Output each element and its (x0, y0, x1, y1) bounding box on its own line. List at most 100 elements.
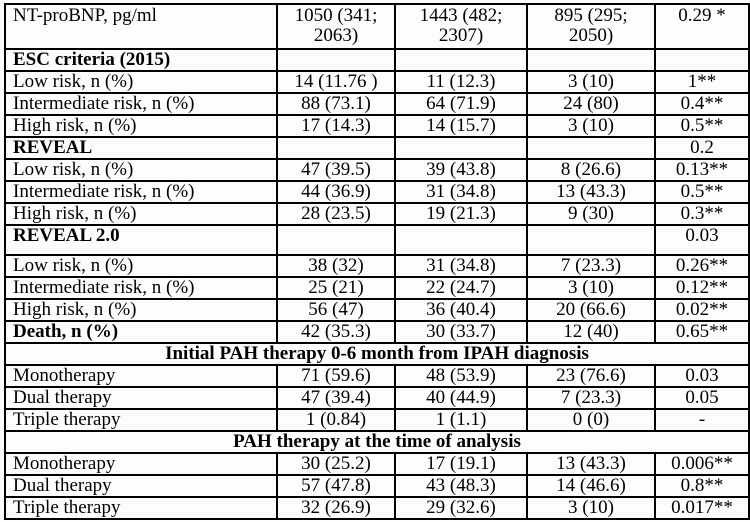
value-cell: 3 (10) (526, 496, 656, 520)
value-cell: 20 (66.6) (526, 298, 656, 322)
section-label-cell: REVEAL 2.0 (4, 224, 278, 256)
table-row-nt-probnp: NT-proBNP, pg/ml 1050 (341; 2063) 1443 (… (4, 3, 750, 50)
section-label-cell: ESC criteria (2015) (4, 48, 278, 72)
table-row: Low risk, n (%) 47 (39.5) 39 (43.8) 8 (2… (4, 158, 750, 182)
value-cell: 23 (76.6) (526, 364, 656, 388)
value-cell (394, 136, 528, 160)
p-value-cell: 0.12** (654, 276, 750, 300)
value-cell: 31 (34.8) (394, 180, 528, 204)
value-cell: 30 (25.2) (276, 452, 396, 476)
table-row: High risk, n (%) 17 (14.3) 14 (15.7) 3 (… (4, 114, 750, 138)
value-cell: 1 (0.84) (276, 408, 396, 432)
value-cell: 88 (73.1) (276, 92, 396, 116)
row-label-cell: Intermediate risk, n (%) (4, 276, 278, 300)
row-label-cell: Dual therapy (4, 386, 278, 410)
p-value-cell: 0.26** (654, 254, 750, 278)
value-cell: 57 (47.8) (276, 474, 396, 498)
value-cell: 36 (40.4) (394, 298, 528, 322)
section-row-reveal-2-0: REVEAL 2.0 0.03 (4, 224, 750, 256)
p-value-cell: 0.65** (654, 320, 750, 344)
value-cell (394, 224, 528, 256)
value-cell: 24 (80) (526, 92, 656, 116)
p-value-cell: - (654, 408, 750, 432)
value-cell: 7 (23.3) (526, 386, 656, 410)
section-span-cell: PAH therapy at the time of analysis (4, 430, 750, 454)
value-cell (526, 48, 656, 72)
value-cell: 25 (21) (276, 276, 396, 300)
value-cell: 32 (26.9) (276, 496, 396, 520)
section-row-esc-criteria: ESC criteria (2015) (4, 48, 750, 72)
row-label-cell: High risk, n (%) (4, 298, 278, 322)
value-cell: 48 (53.9) (394, 364, 528, 388)
table-row: Intermediate risk, n (%) 88 (73.1) 64 (7… (4, 92, 750, 116)
value-cell: 0 (0) (526, 408, 656, 432)
value-cell (526, 224, 656, 256)
row-label-cell: NT-proBNP, pg/ml (4, 3, 278, 50)
row-label-cell: Low risk, n (%) (4, 158, 278, 182)
value-cell: 3 (10) (526, 70, 656, 94)
value-cell: 39 (43.8) (394, 158, 528, 182)
value-cell (394, 48, 528, 72)
value-cell: 47 (39.5) (276, 158, 396, 182)
value-cell: 22 (24.7) (394, 276, 528, 300)
value-cell (526, 136, 656, 160)
p-value-cell: 0.2 (654, 136, 750, 160)
value-cell: 17 (19.1) (394, 452, 528, 476)
value-cell: 11 (12.3) (394, 70, 528, 94)
p-value-cell: 0.03 (654, 364, 750, 388)
row-label-cell: Death, n (%) (4, 320, 278, 344)
p-value-cell: 0.05 (654, 386, 750, 410)
value-cell: 19 (21.3) (394, 202, 528, 226)
table-row: Intermediate risk, n (%) 44 (36.9) 31 (3… (4, 180, 750, 204)
value-cell: 1050 (341; 2063) (276, 3, 396, 50)
value-cell: 71 (59.6) (276, 364, 396, 388)
table-row: Monotherapy 71 (59.6) 48 (53.9) 23 (76.6… (4, 364, 750, 388)
value-cell: 40 (44.9) (394, 386, 528, 410)
row-label-cell: Low risk, n (%) (4, 254, 278, 278)
section-span-cell: Initial PAH therapy 0-6 month from IPAH … (4, 342, 750, 366)
p-value-cell: 0.3** (654, 202, 750, 226)
row-label-cell: Intermediate risk, n (%) (4, 180, 278, 204)
value-cell: 47 (39.4) (276, 386, 396, 410)
value-cell: 17 (14.3) (276, 114, 396, 138)
value-cell: 13 (43.3) (526, 452, 656, 476)
table-row: Low risk, n (%) 14 (11.76 ) 11 (12.3) 3 … (4, 70, 750, 94)
value-cell: 1 (1.1) (394, 408, 528, 432)
value-cell: 56 (47) (276, 298, 396, 322)
span-row-therapy-at-analysis: PAH therapy at the time of analysis (4, 430, 750, 454)
p-value-cell: 0.02** (654, 298, 750, 322)
value-cell: 31 (34.8) (394, 254, 528, 278)
table-row: Triple therapy 1 (0.84) 1 (1.1) 0 (0) - (4, 408, 750, 432)
value-cell: 43 (48.3) (394, 474, 528, 498)
p-value-cell: 0.006** (654, 452, 750, 476)
p-value-cell: 0.29 * (654, 3, 750, 50)
p-value-cell: 0.5** (654, 114, 750, 138)
row-label-cell: Triple therapy (4, 496, 278, 520)
value-cell: 1443 (482; 2307) (394, 3, 528, 50)
value-cell: 14 (11.76 ) (276, 70, 396, 94)
value-cell: 3 (10) (526, 114, 656, 138)
value-cell: 42 (35.3) (276, 320, 396, 344)
value-cell: 28 (23.5) (276, 202, 396, 226)
row-label-cell: High risk, n (%) (4, 202, 278, 226)
section-label-cell: REVEAL (4, 136, 278, 160)
table-row: Low risk, n (%) 38 (32) 31 (34.8) 7 (23.… (4, 254, 750, 278)
table-row: High risk, n (%) 56 (47) 36 (40.4) 20 (6… (4, 298, 750, 322)
p-value-cell: 0.4** (654, 92, 750, 116)
value-cell: 30 (33.7) (394, 320, 528, 344)
span-row-initial-therapy: Initial PAH therapy 0-6 month from IPAH … (4, 342, 750, 366)
row-label-cell: Monotherapy (4, 364, 278, 388)
value-cell (276, 48, 396, 72)
value-cell: 895 (295; 2050) (526, 3, 656, 50)
p-value-cell: 0.8** (654, 474, 750, 498)
row-label-cell: Intermediate risk, n (%) (4, 92, 278, 116)
p-value-cell: 0.13** (654, 158, 750, 182)
row-label-cell: Triple therapy (4, 408, 278, 432)
p-value-cell: 0.017** (654, 496, 750, 520)
value-cell (276, 136, 396, 160)
value-cell: 44 (36.9) (276, 180, 396, 204)
risk-stratification-table: NT-proBNP, pg/ml 1050 (341; 2063) 1443 (… (4, 3, 750, 520)
value-cell: 7 (23.3) (526, 254, 656, 278)
value-cell: 29 (32.6) (394, 496, 528, 520)
